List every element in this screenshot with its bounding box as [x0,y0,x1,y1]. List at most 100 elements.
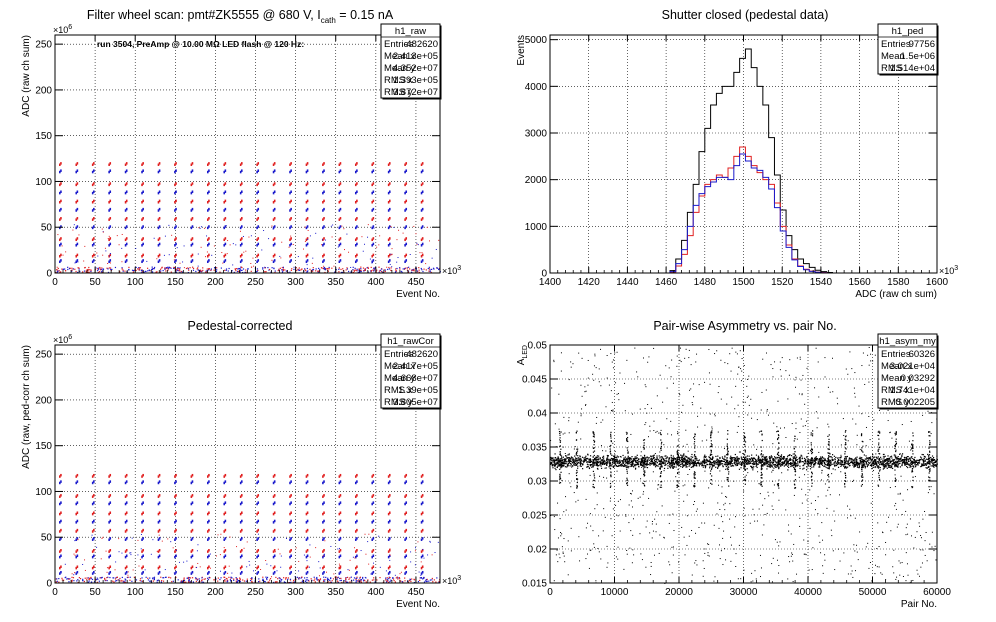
data-point [280,555,282,557]
data-point [181,271,183,273]
data-point [557,457,560,459]
data-point [152,577,154,579]
data-point [757,463,759,466]
data-point [199,228,201,230]
data-point [568,462,570,464]
data-point [563,462,566,464]
data-point [99,266,101,269]
data-point [865,458,867,460]
data-point [815,456,817,458]
data-point [306,182,309,185]
data-point [774,461,777,463]
data-point [749,462,751,464]
data-point [272,502,275,506]
data-point [371,495,374,498]
data-point [734,463,736,465]
data-point [692,466,695,468]
data-point [151,271,154,273]
data-point [600,465,602,467]
data-point [158,259,161,262]
data-point [614,460,617,462]
data-point [96,581,98,583]
data-point [164,235,166,237]
data-point [112,580,114,582]
data-point [818,466,820,468]
data-point [808,459,810,461]
data-point [354,218,357,221]
data-point [673,459,675,461]
data-point [371,191,374,195]
data-point [555,468,557,471]
data-point [431,554,433,556]
data-point [60,190,62,193]
data-point [370,573,372,575]
data-point [685,455,687,457]
data-point [372,494,375,497]
data-point [854,464,856,466]
data-point [427,267,429,270]
data-point [756,460,758,462]
data-point [656,460,658,462]
data-point [363,579,365,581]
data-point [746,459,748,461]
data-point [713,465,715,467]
data-point [239,201,242,204]
data-point [124,209,127,212]
data-point [321,239,323,241]
data-point [768,457,771,460]
data-point [200,246,202,248]
data-point [208,190,210,193]
data-point [157,481,160,485]
data-point [306,267,308,270]
data-point [856,456,858,458]
data-point [777,466,779,468]
data-point [270,565,272,567]
data-point [385,570,387,572]
data-point [888,459,890,461]
data-point [618,462,621,464]
data-point [126,576,128,579]
data-point [239,550,242,553]
stats-value: 1.5e+06 [900,51,935,62]
data-point [716,458,718,460]
data-point [372,554,375,557]
data-point [338,255,341,258]
data-point [420,209,423,212]
data-point [223,550,226,553]
data-point [108,550,110,553]
data-point [550,459,552,461]
data-point [306,565,309,568]
data-point [372,473,375,477]
data-point [354,201,357,204]
data-point [356,162,358,165]
data-point [91,163,94,166]
data-point [93,528,95,532]
data-point [711,466,713,468]
x-exponent-base: ×10 [442,266,457,276]
data-point [184,581,186,584]
data-point [691,463,693,465]
data-point [256,201,258,204]
data-point [763,463,765,465]
data-point [163,254,165,256]
data-point [157,555,160,559]
data-point [764,464,766,466]
data-point [156,581,158,583]
data-point [795,459,797,461]
data-point [213,579,215,581]
data-point [858,458,860,460]
data-point [429,270,431,273]
data-point [338,209,341,212]
data-point [824,459,826,461]
data-point [565,459,567,461]
data-point [316,578,318,580]
data-point [280,566,282,568]
data-point [656,465,658,467]
data-point [390,579,392,581]
data-point [174,502,176,506]
data-point [676,462,678,464]
data-point [420,238,423,242]
data-point [420,566,423,570]
data-point [322,530,324,533]
data-point [206,201,209,204]
